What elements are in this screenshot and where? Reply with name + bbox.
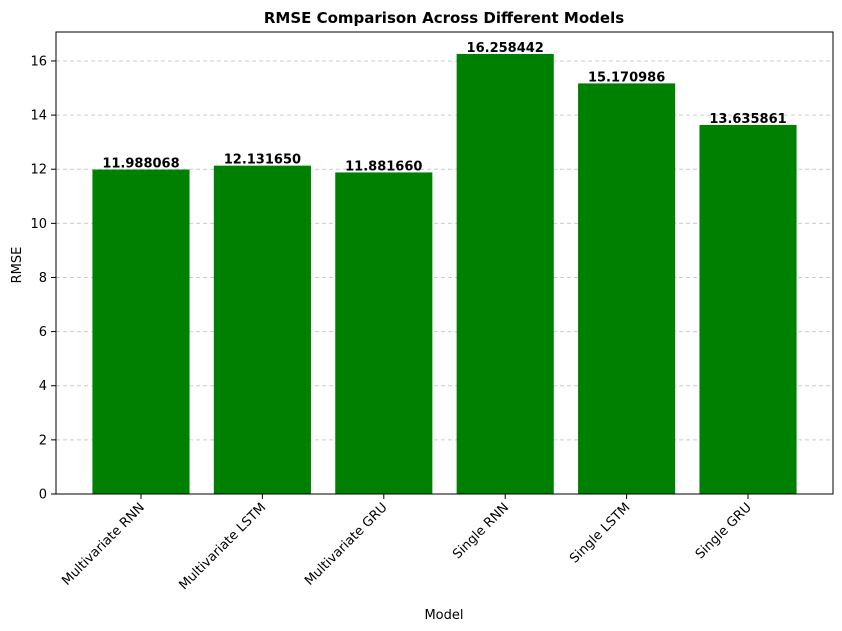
x-tick-label: Multivariate GRU bbox=[302, 500, 391, 589]
x-axis-label: Model bbox=[424, 608, 463, 623]
bar-value-label: 12.131650 bbox=[224, 153, 301, 168]
bar-value-label: 11.881660 bbox=[345, 159, 422, 174]
y-tick-label: 0 bbox=[39, 488, 47, 503]
bar bbox=[92, 169, 190, 495]
data-labels: 11.988068 12.131650 11.881660 16.258442 15.1… bbox=[102, 41, 786, 174]
bar-value-label: 11.988068 bbox=[102, 157, 179, 172]
y-tick-label: 4 bbox=[39, 379, 47, 394]
y-tick-label: 2 bbox=[39, 433, 47, 448]
bar bbox=[699, 124, 797, 494]
bar-value-label: 16.258442 bbox=[467, 41, 544, 56]
y-tick-label: 16 bbox=[30, 54, 47, 69]
x-tick-label: Single RNN bbox=[450, 500, 512, 562]
bar bbox=[213, 165, 311, 495]
y-tick-label: 8 bbox=[39, 271, 47, 286]
y-axis-label: RMSE bbox=[10, 247, 25, 284]
x-tick-label: Multivariate RNN bbox=[59, 500, 147, 588]
bar-value-label: 13.635861 bbox=[709, 112, 786, 127]
bar bbox=[456, 53, 554, 494]
x-tick-label: Single LSTM bbox=[567, 500, 633, 566]
bar-series bbox=[92, 53, 797, 495]
y-tick-label: 14 bbox=[30, 109, 47, 124]
bar bbox=[578, 83, 676, 495]
x-axis: Multivariate RNN Multivariate LSTM Multiva… bbox=[59, 494, 755, 593]
bar bbox=[335, 172, 433, 495]
y-axis: 0 2 4 6 8 10 12 14 16 bbox=[30, 54, 56, 503]
plot-frame bbox=[55, 31, 834, 495]
bar-value-label: 15.170986 bbox=[588, 70, 665, 85]
y-tick-label: 10 bbox=[30, 217, 47, 232]
chart-title: RMSE Comparison Across Different Models bbox=[264, 9, 624, 27]
x-tick-label: Multivariate LSTM bbox=[176, 500, 269, 593]
y-tick-label: 6 bbox=[39, 325, 47, 340]
x-tick-label: Single GRU bbox=[693, 500, 755, 562]
y-tick-label: 12 bbox=[30, 163, 47, 178]
